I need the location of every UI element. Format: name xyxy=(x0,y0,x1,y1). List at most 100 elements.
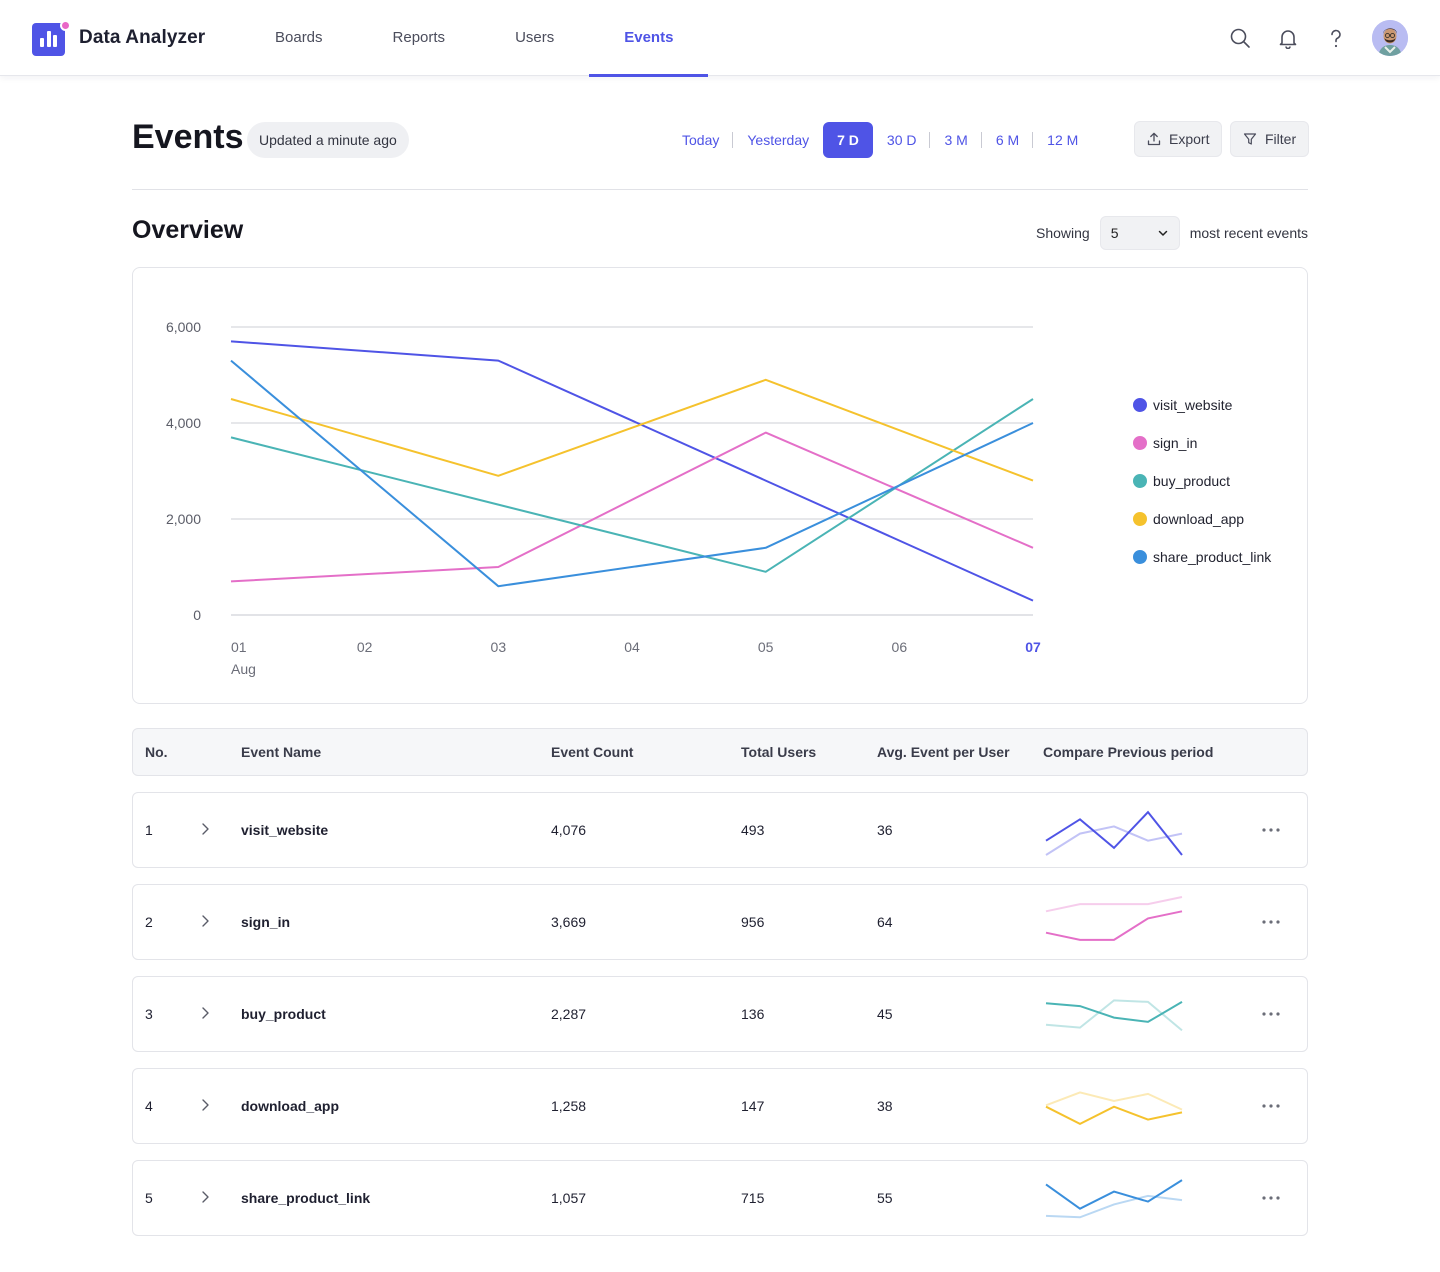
export-button[interactable]: Export xyxy=(1134,121,1223,157)
updated-badge: Updated a minute ago xyxy=(247,122,409,158)
range-7d[interactable]: 7 D xyxy=(823,122,873,158)
range-30d[interactable]: 30 D xyxy=(873,122,931,158)
overview-chart-card: 0 2,000 4,000 6,000 01 02 03 04 05 06 07 Aug visit_… xyxy=(132,267,1308,704)
date-range-selector: Today Yesterday 7 D 30 D 3 M 6 M 12 M xyxy=(668,122,1092,158)
help-icon[interactable] xyxy=(1324,26,1348,50)
chevron-right-icon[interactable] xyxy=(197,821,213,837)
sparkline-previous-period xyxy=(1045,1091,1183,1111)
total-users: 136 xyxy=(741,1006,765,1022)
brand[interactable]: Data Analyzer xyxy=(32,20,206,56)
x-tick-label: 03 xyxy=(491,639,507,655)
total-users: 147 xyxy=(741,1098,765,1114)
compare-sparkline xyxy=(1045,1091,1183,1126)
more-options-icon[interactable] xyxy=(1259,913,1283,931)
event-name[interactable]: download_app xyxy=(241,1098,339,1114)
series-line-share-product-link[interactable] xyxy=(230,359,1034,588)
event-name[interactable]: buy_product xyxy=(241,1006,326,1022)
chart-legend: visit_website sign_in buy_product download_… xyxy=(1133,386,1271,576)
legend-item-visit-website[interactable]: visit_website xyxy=(1133,386,1271,424)
total-users: 715 xyxy=(741,1190,765,1206)
header-divider xyxy=(132,189,1308,190)
line-chart: 0 2,000 4,000 6,000 01 02 03 04 05 06 07 Aug xyxy=(166,319,1041,677)
event-name[interactable]: share_product_link xyxy=(241,1190,371,1206)
nav-events[interactable]: Events xyxy=(589,0,709,77)
overview-title: Overview xyxy=(132,216,244,244)
event-name[interactable]: visit_website xyxy=(241,822,329,838)
series-line-sign-in[interactable] xyxy=(230,431,1034,583)
y-tick-label: 0 xyxy=(193,607,201,623)
sparkline-current-period xyxy=(1045,910,1183,941)
avatar[interactable] xyxy=(1372,20,1408,56)
bell-icon[interactable] xyxy=(1276,26,1300,50)
avg-event-per-user: 38 xyxy=(877,1098,893,1114)
chevron-right-icon[interactable] xyxy=(197,1189,213,1205)
row-number: 3 xyxy=(145,1006,153,1022)
row-number: 4 xyxy=(145,1098,153,1114)
chevron-right-icon[interactable] xyxy=(197,1097,213,1113)
x-tick-label: 02 xyxy=(357,639,373,655)
compare-sparkline xyxy=(1045,810,1183,856)
legend-label: buy_product xyxy=(1153,473,1231,489)
legend-item-sign-in[interactable]: sign_in xyxy=(1133,424,1271,462)
table-row[interactable]: 3 buy_product 2,287 136 45 xyxy=(132,976,1308,1052)
legend-label: download_app xyxy=(1153,511,1245,527)
legend-item-download-app[interactable]: download_app xyxy=(1133,500,1271,538)
range-yesterday[interactable]: Yesterday xyxy=(747,132,810,148)
legend-swatch xyxy=(1133,436,1147,450)
avg-event-per-user: 55 xyxy=(877,1190,893,1206)
sparkline-previous-period xyxy=(1045,999,1183,1032)
range-3m[interactable]: 3 M xyxy=(930,122,983,158)
showing-label: Showing xyxy=(1036,225,1090,241)
range-today[interactable]: Today xyxy=(668,122,734,158)
col-avg-event[interactable]: Avg. Event per User xyxy=(877,744,1010,760)
legend-label: share_product_link xyxy=(1153,549,1272,565)
x-tick-label: 06 xyxy=(892,639,908,655)
col-total-users[interactable]: Total Users xyxy=(741,744,817,760)
event-name[interactable]: sign_in xyxy=(241,914,291,930)
legend-item-share-product-link[interactable]: share_product_link xyxy=(1133,538,1271,576)
compare-sparkline xyxy=(1045,999,1183,1032)
search-icon[interactable] xyxy=(1228,26,1252,50)
chevron-right-icon[interactable] xyxy=(197,1005,213,1021)
avg-event-per-user: 45 xyxy=(877,1006,893,1022)
event-count-select[interactable]: 5 xyxy=(1099,216,1180,250)
series-line-download-app[interactable] xyxy=(230,378,1034,482)
legend-label: sign_in xyxy=(1153,435,1198,451)
chevron-down-icon xyxy=(1158,230,1167,236)
more-options-icon[interactable] xyxy=(1259,1097,1283,1115)
total-users: 493 xyxy=(741,822,765,838)
nav-users[interactable]: Users xyxy=(515,29,555,46)
event-count-value: 5 xyxy=(1110,225,1119,241)
table-row[interactable]: 2 sign_in 3,669 956 64 xyxy=(132,884,1308,960)
col-no: No. xyxy=(145,744,168,760)
row-number: 5 xyxy=(145,1190,153,1206)
upload-icon xyxy=(1147,132,1161,146)
nav-links: Boards Reports Users Events xyxy=(240,0,709,77)
x-tick-label: 04 xyxy=(624,639,640,655)
event-count: 4,076 xyxy=(551,822,587,838)
table-row[interactable]: 1 visit_website 4,076 493 36 xyxy=(132,792,1308,868)
filter-button[interactable]: Filter xyxy=(1230,121,1310,157)
nav-reports[interactable]: Reports xyxy=(392,29,446,46)
range-6m[interactable]: 6 M xyxy=(982,122,1034,158)
legend-swatch xyxy=(1133,512,1147,526)
more-options-icon[interactable] xyxy=(1259,1189,1283,1207)
sparkline-current-period xyxy=(1045,810,1183,856)
x-tick-label: 01 xyxy=(231,639,247,655)
app-name: Data Analyzer xyxy=(79,26,206,48)
nav-boards[interactable]: Boards xyxy=(275,29,323,46)
more-options-icon[interactable] xyxy=(1259,821,1283,839)
compare-sparkline xyxy=(1045,896,1183,941)
col-event-name[interactable]: Event Name xyxy=(241,744,322,760)
more-options-icon[interactable] xyxy=(1259,1005,1283,1023)
table-row[interactable]: 4 download_app 1,258 147 38 xyxy=(132,1068,1308,1144)
table-row[interactable]: 5 share_product_link 1,057 715 55 xyxy=(132,1160,1308,1236)
series-line-visit-website[interactable] xyxy=(230,340,1034,602)
x-tick-label: 07 xyxy=(1025,639,1041,655)
col-event-count[interactable]: Event Count xyxy=(551,744,634,760)
chevron-right-icon[interactable] xyxy=(197,913,213,929)
event-count: 2,287 xyxy=(551,1006,587,1022)
y-tick-label: 2,000 xyxy=(166,511,201,527)
legend-item-buy-product[interactable]: buy_product xyxy=(1133,462,1271,500)
range-12m[interactable]: 12 M xyxy=(1047,132,1079,148)
